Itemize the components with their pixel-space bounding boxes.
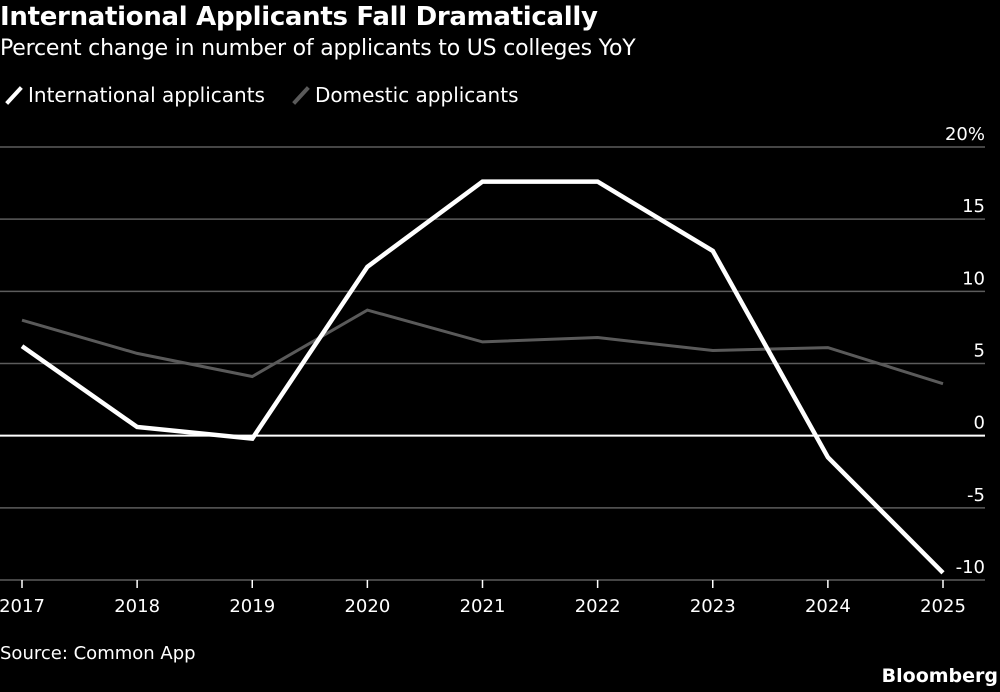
x-tick-label: 2019 [229,596,275,617]
legend-swatch-international [5,86,23,105]
legend-item-domestic: Domestic applicants [287,83,519,107]
y-tick-label: 5 [974,341,985,362]
y-tick-label: 20% [945,124,985,145]
y-tick-label: -10 [956,557,985,578]
legend-label-international: International applicants [28,83,265,107]
chart-subtitle: Percent change in number of applicants t… [0,36,636,61]
x-tick-label: 2024 [805,596,851,617]
legend-item-international: International applicants [0,83,265,107]
series-line-domestic [21,308,944,386]
x-tick-label: 2017 [0,596,45,617]
y-tick-label: 15 [962,196,985,217]
legend: International applicants Domestic applic… [0,82,541,108]
chart-title: International Applicants Fall Dramatical… [0,2,598,32]
y-tick-label: 0 [974,413,985,434]
source-note: Source: Common App [0,643,196,664]
line-chart: 20% 15 10 5 0 -5 -10 2017 2018 2019 2020 2021 2022 20… [0,124,985,617]
legend-swatch-domestic [292,86,310,105]
series-line-international [20,179,945,575]
x-tick-label: 2020 [344,596,390,617]
y-tick-label: 10 [962,268,985,289]
bloomberg-logo: Bloomberg [881,665,998,687]
x-tick-label: 2021 [460,596,506,617]
x-tick-label: 2018 [114,596,160,617]
x-tick-label: 2022 [575,596,621,617]
x-tick-label: 2025 [920,596,966,617]
legend-label-domestic: Domestic applicants [314,83,519,107]
x-tick-label: 2023 [690,596,736,617]
y-tick-label: -5 [967,485,985,506]
